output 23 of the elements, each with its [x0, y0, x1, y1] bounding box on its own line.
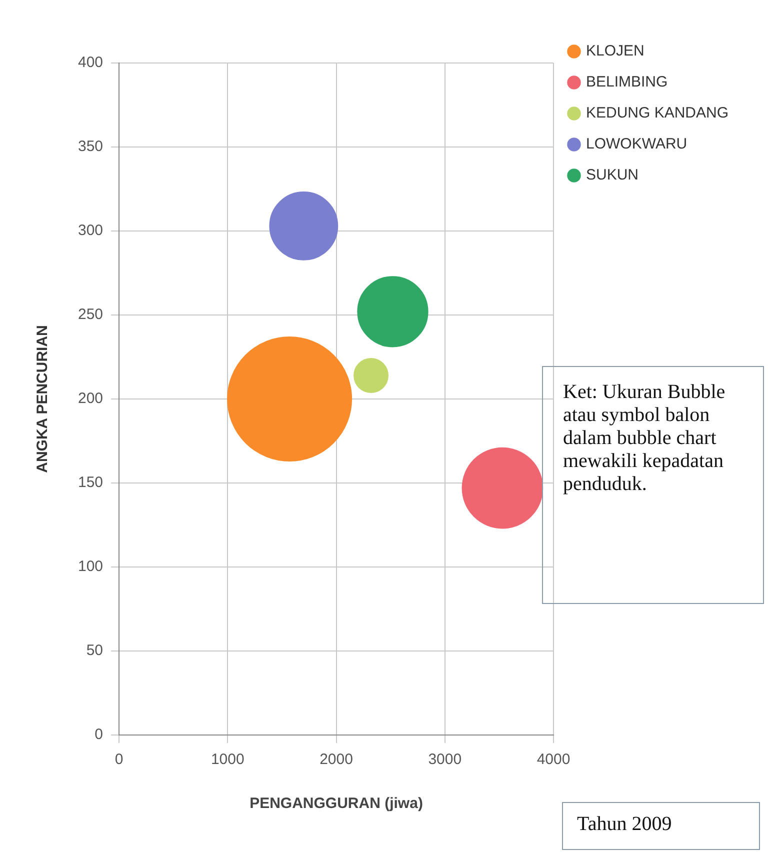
x-tick-label: 4000 [536, 751, 570, 768]
y-tick-label: 0 [94, 726, 104, 744]
x-tick-label: 0 [114, 751, 124, 768]
legend-label: KEDUNG KANDANG [586, 104, 729, 122]
y-tick-label: 50 [86, 642, 104, 660]
x-axis-title: PENGANGGURAN (jiwa) [250, 795, 423, 812]
text: Ket: Ukuran Bubble atau symbol balon dalam bubble chart mewakili kepadatan penduduk. [542, 366, 764, 604]
y-tick-label: 100 [78, 558, 104, 576]
legend-label: KLOJEN [586, 42, 644, 60]
x-tick-label: 3000 [428, 751, 462, 768]
legend-label: SUKUN [586, 166, 639, 184]
y-tick-label: 200 [78, 390, 104, 408]
y-tick-label: 300 [78, 222, 104, 240]
y-tick-label: 250 [78, 306, 104, 324]
legend-label: BELIMBING [586, 74, 668, 91]
x-tick-label: 2000 [320, 751, 353, 768]
y-axis-title: ANGKA PENCURIAN [34, 325, 52, 473]
y-tick-label: 150 [78, 474, 104, 492]
y-tick-label: 350 [78, 138, 104, 156]
text: Tahun 2009 [562, 802, 760, 850]
y-tick-label: 400 [78, 54, 104, 72]
x-tick-label: 1000 [210, 751, 244, 768]
legend-label: LOWOKWARU [586, 136, 688, 153]
